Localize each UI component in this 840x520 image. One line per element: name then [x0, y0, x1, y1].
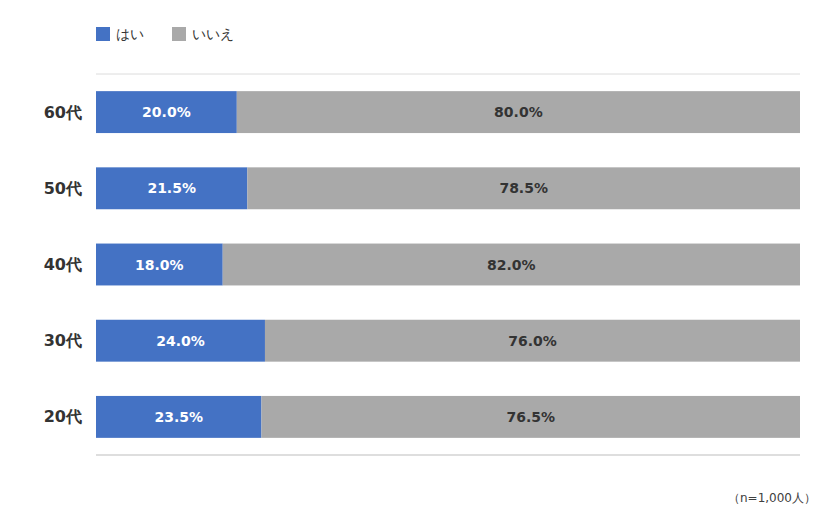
background	[0, 0, 840, 520]
category-label: 60代	[44, 103, 82, 122]
category-label: 50代	[44, 179, 82, 198]
data-label: 76.0%	[508, 333, 557, 349]
data-label: 24.0%	[156, 333, 205, 349]
bar	[237, 91, 800, 133]
bar	[247, 167, 800, 209]
data-label: 21.5%	[147, 180, 196, 196]
bar	[96, 91, 237, 133]
bar	[96, 167, 247, 209]
legend: はい いいえ	[96, 26, 234, 42]
bar	[265, 320, 800, 362]
category-label: 40代	[44, 255, 82, 274]
legend-label: はい	[116, 26, 144, 42]
data-label: 23.5%	[154, 409, 203, 425]
data-label: 76.5%	[506, 409, 555, 425]
data-label: 82.0%	[487, 257, 536, 273]
data-label: 18.0%	[135, 257, 184, 273]
category-label: 30代	[44, 331, 82, 350]
bar	[96, 396, 261, 438]
data-labels: 23.5% 24.0% 18.0% 21.5% 20.0% 76.5% 76.0% 82.0%…	[135, 104, 557, 425]
footnote: （n=1,000人）	[728, 491, 816, 505]
legend-label: いいえ	[192, 26, 234, 42]
separator-line	[96, 74, 800, 75]
legend-swatch	[172, 27, 186, 41]
data-label: 20.0%	[142, 104, 191, 120]
legend-swatch	[96, 27, 110, 41]
bar	[223, 244, 800, 286]
bar	[261, 396, 800, 438]
bars	[96, 91, 800, 438]
x-axis-line	[96, 455, 800, 456]
data-label: 78.5%	[499, 180, 548, 196]
data-label: 80.0%	[494, 104, 543, 120]
chart-svg: 23.5% 24.0% 18.0% 21.5% 20.0% 76.5% 76.0% 82.0%…	[0, 0, 840, 520]
bar	[96, 244, 223, 286]
category-label: 20代	[44, 407, 82, 426]
chart-container: 23.5% 24.0% 18.0% 21.5% 20.0% 76.5% 76.0% 82.0%…	[0, 0, 840, 520]
bar	[96, 320, 265, 362]
